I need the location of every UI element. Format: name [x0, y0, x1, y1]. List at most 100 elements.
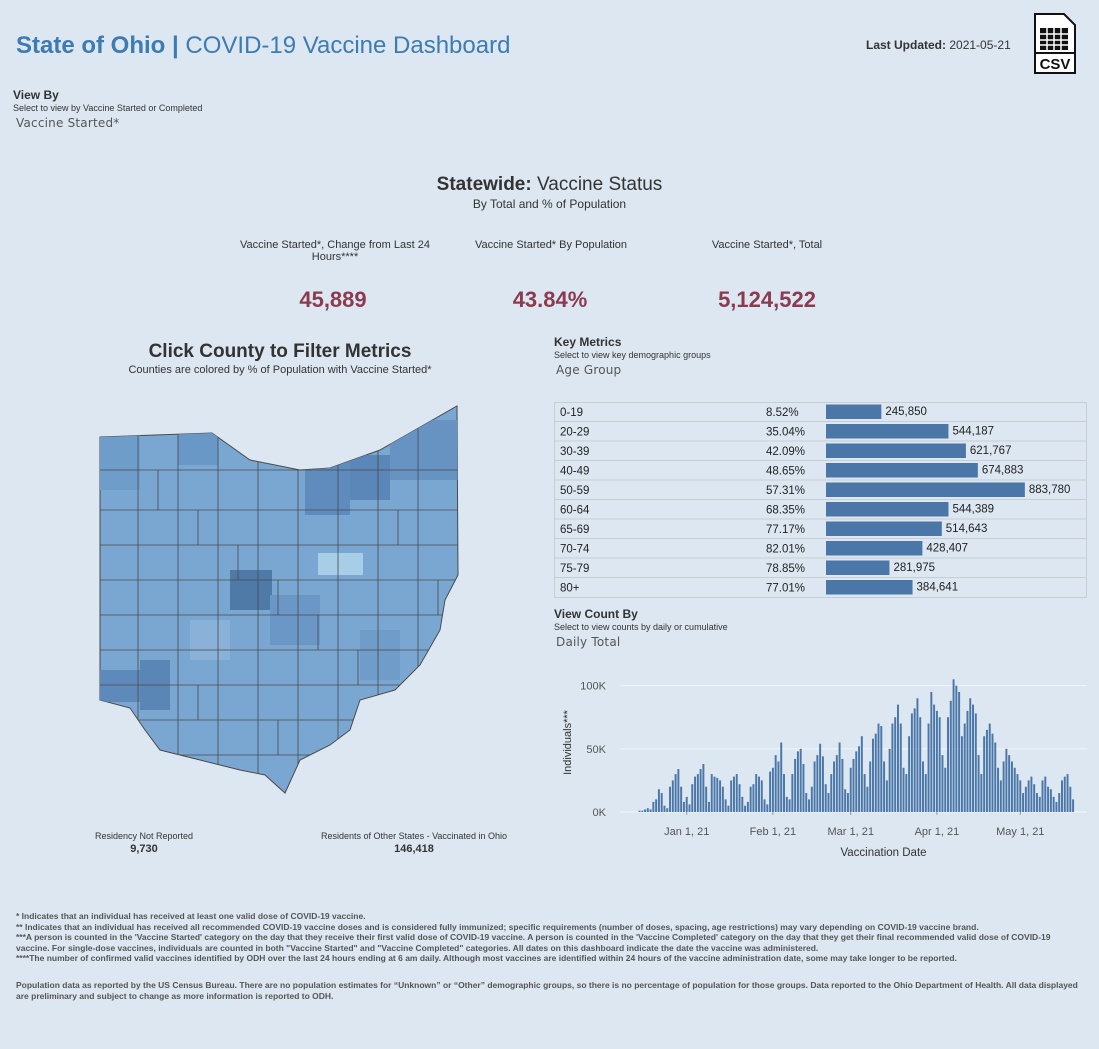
bar — [713, 776, 716, 812]
bar — [888, 748, 891, 812]
view-by-dropdown[interactable]: Vaccine Started* — [16, 116, 120, 130]
bar — [1044, 776, 1047, 812]
metric-label: Vaccine Started*, Change from Last 24 Ho… — [240, 239, 430, 263]
bar — [646, 808, 649, 812]
bar — [972, 704, 975, 812]
statewide-title: Statewide: Vaccine Status — [0, 174, 1099, 196]
csv-download[interactable]: CSV — [1032, 12, 1078, 76]
metric-value: 43.84% — [512, 287, 588, 312]
counties — [100, 406, 458, 793]
value-label: 544,187 — [952, 425, 994, 437]
bar — [1072, 799, 1075, 812]
x-tick-label: Jan 1, 21 — [664, 826, 709, 838]
bar — [799, 748, 802, 812]
csv-box — [1034, 52, 1076, 74]
county-map[interactable] — [90, 400, 470, 800]
bar — [816, 755, 819, 812]
bar — [744, 805, 747, 812]
bar — [933, 704, 936, 812]
bar — [949, 700, 952, 812]
bar — [871, 738, 874, 812]
bar — [1005, 748, 1008, 812]
bar — [994, 742, 997, 812]
bar — [880, 726, 883, 812]
bar — [1008, 755, 1011, 812]
key-metrics-dropdown[interactable]: Age Group — [556, 363, 622, 377]
bar — [783, 774, 785, 812]
percent-label: 82.01% — [766, 543, 805, 555]
category-label: 20-29 — [560, 426, 589, 438]
bar — [1010, 761, 1013, 812]
bar — [826, 482, 1025, 497]
population-note: Population data as reported by the US Ce… — [16, 980, 1078, 1001]
y-tick-label: 50K — [586, 744, 606, 756]
bar — [680, 786, 683, 812]
category-label: 65-69 — [560, 524, 589, 536]
metric-value: 45,889 — [299, 287, 367, 312]
bar — [966, 710, 969, 812]
bar — [666, 808, 669, 812]
view-count-dropdown[interactable]: Daily Total — [556, 635, 621, 649]
bar — [821, 756, 824, 812]
view-by-subtitle: Select to view by Vaccine Started or Com… — [13, 103, 203, 113]
bar — [858, 746, 861, 812]
bar — [669, 786, 672, 812]
bar — [741, 796, 744, 812]
bar — [638, 810, 641, 812]
bar — [849, 767, 852, 812]
last-updated-date: 2021-05-21 — [949, 38, 1011, 52]
category-label: 0-19 — [560, 407, 583, 419]
bar — [719, 780, 722, 812]
bar — [721, 786, 724, 812]
bar — [983, 736, 986, 812]
bar — [1063, 776, 1066, 812]
bar — [826, 443, 966, 458]
category-label: 30-39 — [560, 446, 589, 458]
bar — [813, 761, 816, 812]
bar — [833, 761, 836, 812]
bar — [752, 784, 755, 812]
category-label: 60-64 — [560, 504, 590, 516]
bar — [980, 774, 983, 812]
bar — [1022, 793, 1025, 812]
bar — [844, 789, 847, 812]
bar — [1035, 793, 1038, 812]
statewide-text: Vaccine Status — [536, 174, 663, 195]
percent-label: 35.04% — [766, 426, 805, 438]
bar — [935, 710, 938, 812]
bar — [1027, 780, 1030, 812]
bar — [774, 755, 777, 812]
bar — [1055, 801, 1058, 812]
bar — [866, 786, 869, 812]
bar — [663, 805, 666, 812]
bar — [674, 774, 677, 812]
bar — [960, 736, 963, 812]
bar — [1016, 774, 1019, 812]
bar — [1052, 796, 1055, 812]
bar — [1038, 796, 1041, 812]
value-label: 674,883 — [982, 464, 1024, 476]
bar — [682, 801, 685, 812]
percent-label: 78.85% — [766, 563, 805, 575]
bar — [938, 717, 941, 812]
bar — [791, 774, 794, 812]
bar — [802, 763, 805, 812]
bar — [1066, 774, 1069, 812]
x-tick-label: Mar 1, 21 — [827, 826, 873, 838]
value-label: 514,643 — [946, 523, 988, 535]
value-label: 245,850 — [885, 406, 927, 418]
percent-label: 57.31% — [766, 485, 805, 497]
bar — [1047, 786, 1050, 812]
bar — [691, 784, 694, 812]
bar — [885, 780, 888, 812]
y-tick-label: 0K — [593, 807, 607, 819]
bar — [808, 799, 810, 812]
bar — [699, 769, 702, 812]
other-states-label: Residents of Other States - Vaccinated i… — [321, 831, 507, 841]
bar — [685, 796, 688, 812]
bar — [1069, 786, 1072, 812]
bar — [796, 751, 799, 812]
percent-label: 77.17% — [766, 524, 805, 536]
bar — [916, 698, 919, 812]
